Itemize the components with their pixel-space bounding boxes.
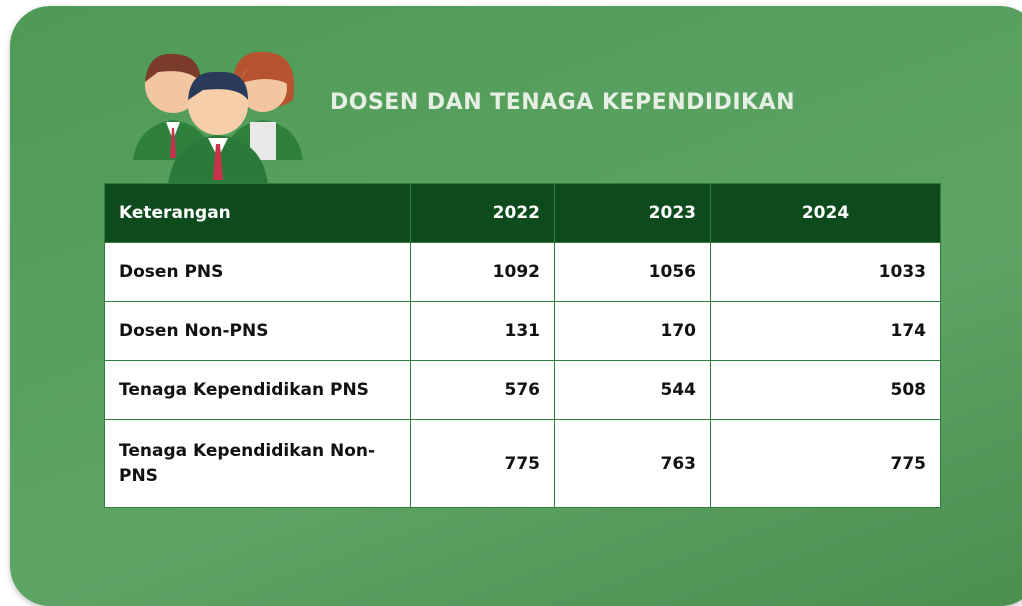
cell: 763: [554, 419, 711, 508]
table-row: Dosen Non-PNS 131 170 174: [104, 301, 941, 361]
table-row: Dosen PNS 1092 1056 1033: [104, 242, 941, 302]
row-label: Dosen Non-PNS: [104, 301, 411, 361]
page: DOSEN DAN TENAGA KEPENDIDIKAN Keterangan…: [10, 6, 1022, 606]
header-row: Keterangan 2022 2023 2024: [104, 183, 941, 243]
row-label: Tenaga Kependidikan PNS: [104, 360, 411, 420]
title: DOSEN DAN TENAGA KEPENDIDIKAN: [330, 90, 796, 115]
person-center: [168, 71, 268, 185]
cell: 131: [410, 301, 555, 361]
table-row: Tenaga Kependidikan PNS 576 544 508: [104, 360, 941, 420]
cell: 544: [554, 360, 711, 420]
row-label: Tenaga Kependidikan Non-PNS: [104, 419, 411, 508]
table-row: Tenaga Kependidikan Non-PNS 775 763 775: [104, 419, 941, 508]
header-cell: 2024: [710, 183, 941, 243]
cell: 1056: [554, 242, 711, 302]
header-cell: 2022: [410, 183, 555, 243]
cell: 170: [554, 301, 711, 361]
cell: 508: [710, 360, 941, 420]
header-cell: 2023: [554, 183, 711, 243]
cell: 775: [410, 419, 555, 508]
people-icon: [133, 51, 303, 185]
cell: 576: [410, 360, 555, 420]
cell: 1092: [410, 242, 555, 302]
data-table: Keterangan 2022 2023 2024 Dosen PNS 1092 1056…: [104, 183, 941, 508]
header-cell: Keterangan: [104, 183, 411, 243]
cell: 174: [710, 301, 941, 361]
row-label: Dosen PNS: [104, 242, 411, 302]
cell: 1033: [710, 242, 941, 302]
cell: 775: [710, 419, 941, 508]
